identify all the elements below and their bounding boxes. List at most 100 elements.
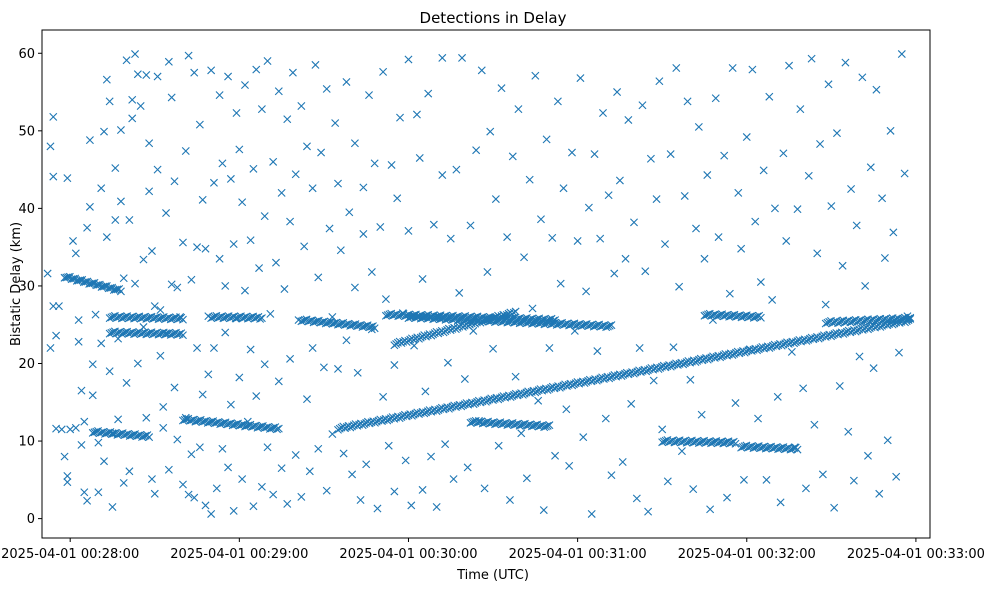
data-point bbox=[418, 485, 427, 494]
data-point bbox=[531, 71, 540, 80]
data-point bbox=[63, 478, 72, 487]
data-point bbox=[669, 343, 678, 352]
data-point bbox=[849, 476, 858, 485]
data-point bbox=[170, 383, 179, 392]
data-point bbox=[438, 53, 447, 62]
data-point bbox=[542, 135, 551, 144]
data-point bbox=[280, 285, 289, 294]
data-point bbox=[145, 187, 154, 196]
data-point bbox=[618, 458, 627, 466]
data-point bbox=[649, 376, 658, 385]
data-point bbox=[432, 502, 441, 511]
data-point bbox=[872, 85, 881, 94]
data-point bbox=[164, 465, 173, 474]
data-point bbox=[689, 485, 698, 494]
data-point bbox=[80, 488, 89, 497]
data-point bbox=[339, 449, 348, 458]
data-point bbox=[635, 343, 644, 352]
data-point bbox=[604, 191, 613, 200]
data-point bbox=[441, 440, 450, 449]
data-point bbox=[224, 72, 233, 81]
data-point bbox=[723, 493, 732, 502]
data-point bbox=[711, 94, 720, 103]
data-point bbox=[415, 153, 424, 162]
data-point bbox=[336, 246, 345, 255]
data-point bbox=[119, 274, 128, 283]
data-point bbox=[133, 70, 142, 79]
data-point bbox=[178, 480, 187, 489]
data-point bbox=[173, 283, 182, 292]
data-point bbox=[452, 165, 461, 174]
data-point bbox=[201, 501, 210, 510]
data-point bbox=[852, 221, 861, 230]
data-point bbox=[342, 336, 351, 345]
data-point bbox=[314, 444, 323, 453]
x-tick-label: 2025-04-01 00:28:00 bbox=[1, 547, 139, 562]
data-point bbox=[263, 57, 272, 66]
data-point bbox=[627, 399, 636, 408]
data-point bbox=[362, 460, 371, 469]
data-point bbox=[49, 302, 58, 311]
data-point bbox=[139, 255, 148, 264]
data-point bbox=[100, 127, 109, 136]
data-point bbox=[396, 113, 405, 122]
data-point bbox=[466, 221, 475, 230]
data-point bbox=[215, 91, 224, 100]
data-point bbox=[418, 274, 427, 283]
data-point bbox=[567, 148, 576, 157]
data-point bbox=[737, 244, 746, 253]
data-point bbox=[511, 372, 520, 381]
data-point bbox=[480, 484, 489, 493]
data-point bbox=[80, 417, 89, 426]
data-point bbox=[573, 236, 582, 245]
data-point bbox=[63, 471, 72, 480]
data-point bbox=[407, 501, 416, 510]
data-point bbox=[641, 267, 650, 276]
axis-ticks: 0 10 20 30 40 50 60 2025-04-01 00:28:00 2025-04-… bbox=[1, 47, 985, 562]
data-point bbox=[60, 452, 69, 461]
data-point bbox=[131, 50, 140, 59]
data-point bbox=[725, 289, 734, 298]
data-point bbox=[522, 474, 531, 483]
data-point bbox=[43, 269, 52, 278]
data-point bbox=[539, 506, 548, 515]
data-point bbox=[491, 195, 500, 204]
data-point bbox=[266, 309, 275, 318]
data-point bbox=[652, 195, 661, 204]
data-point bbox=[773, 392, 782, 401]
data-point bbox=[218, 444, 227, 453]
data-point bbox=[271, 258, 280, 267]
data-point bbox=[858, 73, 867, 82]
data-point bbox=[770, 204, 779, 213]
data-point bbox=[128, 95, 137, 104]
data-point bbox=[895, 348, 903, 357]
data-point bbox=[824, 80, 833, 89]
data-point bbox=[477, 66, 486, 75]
data-point bbox=[260, 360, 269, 369]
data-point bbox=[646, 154, 655, 163]
data-point bbox=[897, 50, 906, 59]
data-point bbox=[178, 315, 187, 324]
data-point bbox=[122, 56, 131, 65]
data-point bbox=[291, 170, 300, 179]
data-point bbox=[782, 236, 791, 245]
data-point bbox=[835, 381, 844, 390]
data-point bbox=[131, 279, 140, 288]
data-point bbox=[198, 195, 207, 204]
data-point bbox=[209, 178, 218, 187]
data-point bbox=[334, 179, 342, 188]
data-point bbox=[731, 439, 740, 448]
data-point bbox=[286, 217, 295, 226]
data-point bbox=[863, 451, 872, 460]
data-point bbox=[116, 197, 125, 206]
data-point bbox=[644, 507, 653, 516]
data-point bbox=[610, 269, 619, 278]
data-point bbox=[238, 475, 247, 484]
data-point bbox=[553, 97, 562, 106]
data-point bbox=[429, 220, 438, 229]
data-point bbox=[263, 443, 272, 452]
data-point bbox=[883, 436, 892, 445]
data-point bbox=[122, 378, 131, 387]
chart-title: Detections in Delay bbox=[420, 9, 567, 27]
data-point bbox=[593, 347, 602, 356]
